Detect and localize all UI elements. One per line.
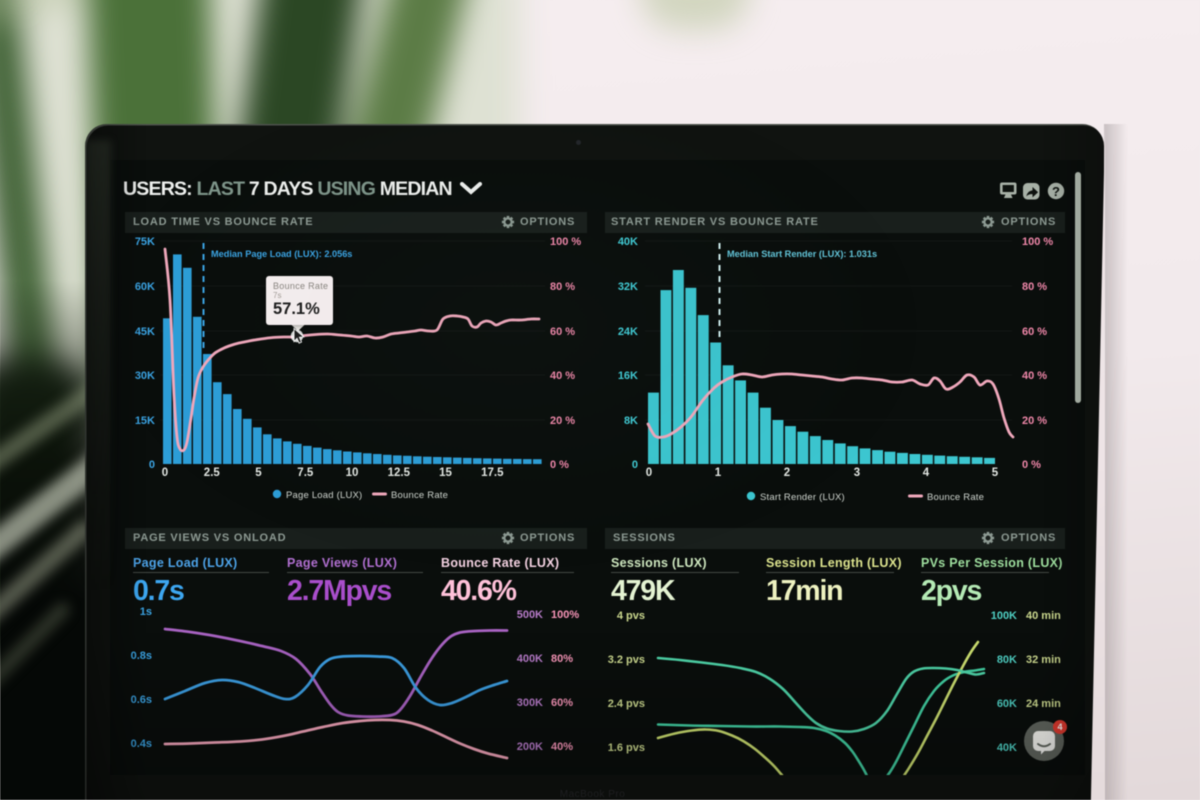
svg-text:5: 5 (255, 467, 262, 479)
svg-text:80 %: 80 % (550, 281, 575, 293)
svg-text:80%: 80% (551, 653, 573, 665)
svg-text:1.6 pvs: 1.6 pvs (608, 742, 645, 754)
svg-text:17.5: 17.5 (481, 467, 504, 479)
svg-text:1: 1 (715, 467, 722, 479)
svg-text:Bounce Rate: Bounce Rate (391, 490, 448, 501)
svg-text:32 min: 32 min (1026, 654, 1061, 666)
svg-text:500K: 500K (517, 609, 543, 621)
svg-text:Bounce Rate: Bounce Rate (927, 492, 984, 503)
svg-text:0 %: 0 % (1022, 459, 1041, 471)
svg-text:0: 0 (149, 459, 155, 471)
svg-text:Start Render (LUX): Start Render (LUX) (760, 492, 845, 503)
svg-text:2: 2 (784, 467, 790, 479)
svg-text:16K: 16K (618, 370, 638, 382)
svg-text:60%: 60% (551, 697, 573, 709)
svg-text:60K: 60K (997, 698, 1017, 710)
svg-text:0.6s: 0.6s (131, 694, 152, 706)
svg-text:0: 0 (632, 459, 638, 471)
svg-text:80K: 80K (997, 654, 1017, 666)
svg-text:80 %: 80 % (1022, 281, 1047, 293)
svg-text:60 %: 60 % (1022, 326, 1047, 338)
svg-text:2.5: 2.5 (204, 467, 221, 479)
svg-text:40 %: 40 % (1022, 370, 1047, 382)
svg-text:12.5: 12.5 (388, 467, 411, 479)
svg-text:40K: 40K (997, 742, 1017, 754)
svg-text:2.4 pvs: 2.4 pvs (608, 698, 645, 710)
svg-text:400K: 400K (517, 653, 543, 665)
svg-text:40%: 40% (551, 741, 573, 753)
svg-text:75K: 75K (135, 236, 155, 248)
svg-text:40 min: 40 min (1026, 610, 1061, 622)
svg-text:15K: 15K (135, 415, 155, 427)
svg-text:15: 15 (439, 467, 452, 479)
svg-text:100 %: 100 % (550, 236, 581, 248)
svg-text:4: 4 (923, 467, 930, 479)
svg-text:20 %: 20 % (550, 415, 575, 427)
svg-text:0.8s: 0.8s (131, 650, 152, 662)
svg-text:30K: 30K (135, 370, 155, 382)
svg-text:100 %: 100 % (1022, 236, 1053, 248)
svg-text:0 %: 0 % (550, 459, 569, 471)
svg-text:Median Page Load (LUX): 2.056s: Median Page Load (LUX): 2.056s (211, 249, 352, 259)
svg-text:60 %: 60 % (550, 326, 575, 338)
svg-text:3: 3 (854, 467, 860, 479)
svg-text:8K: 8K (624, 415, 638, 427)
svg-text:0: 0 (646, 467, 652, 479)
svg-text:20 %: 20 % (1022, 415, 1047, 427)
svg-text:4 pvs: 4 pvs (617, 610, 645, 622)
svg-text:100K: 100K (991, 610, 1017, 622)
svg-text:Median Start Render (LUX): 1.0: Median Start Render (LUX): 1.031s (727, 249, 877, 259)
svg-text:0.4s: 0.4s (131, 738, 152, 750)
svg-text:0: 0 (162, 467, 168, 479)
svg-text:60K: 60K (135, 281, 155, 293)
svg-text:3.2 pvs: 3.2 pvs (608, 654, 645, 666)
svg-text:24K: 24K (618, 326, 638, 338)
svg-text:10: 10 (346, 467, 359, 479)
svg-text:5: 5 (992, 467, 999, 479)
svg-text:?: ? (1052, 184, 1060, 199)
svg-text:32K: 32K (618, 281, 638, 293)
svg-text:100%: 100% (551, 609, 579, 621)
svg-text:40 %: 40 % (550, 370, 575, 382)
svg-text:40K: 40K (618, 236, 638, 248)
svg-text:Page Load (LUX): Page Load (LUX) (286, 490, 362, 501)
svg-text:45K: 45K (135, 326, 155, 338)
svg-text:7.5: 7.5 (297, 467, 314, 479)
svg-text:300K: 300K (517, 697, 543, 709)
svg-text:24 min: 24 min (1026, 698, 1061, 710)
svg-text:200K: 200K (517, 741, 543, 753)
svg-text:1s: 1s (140, 606, 152, 618)
